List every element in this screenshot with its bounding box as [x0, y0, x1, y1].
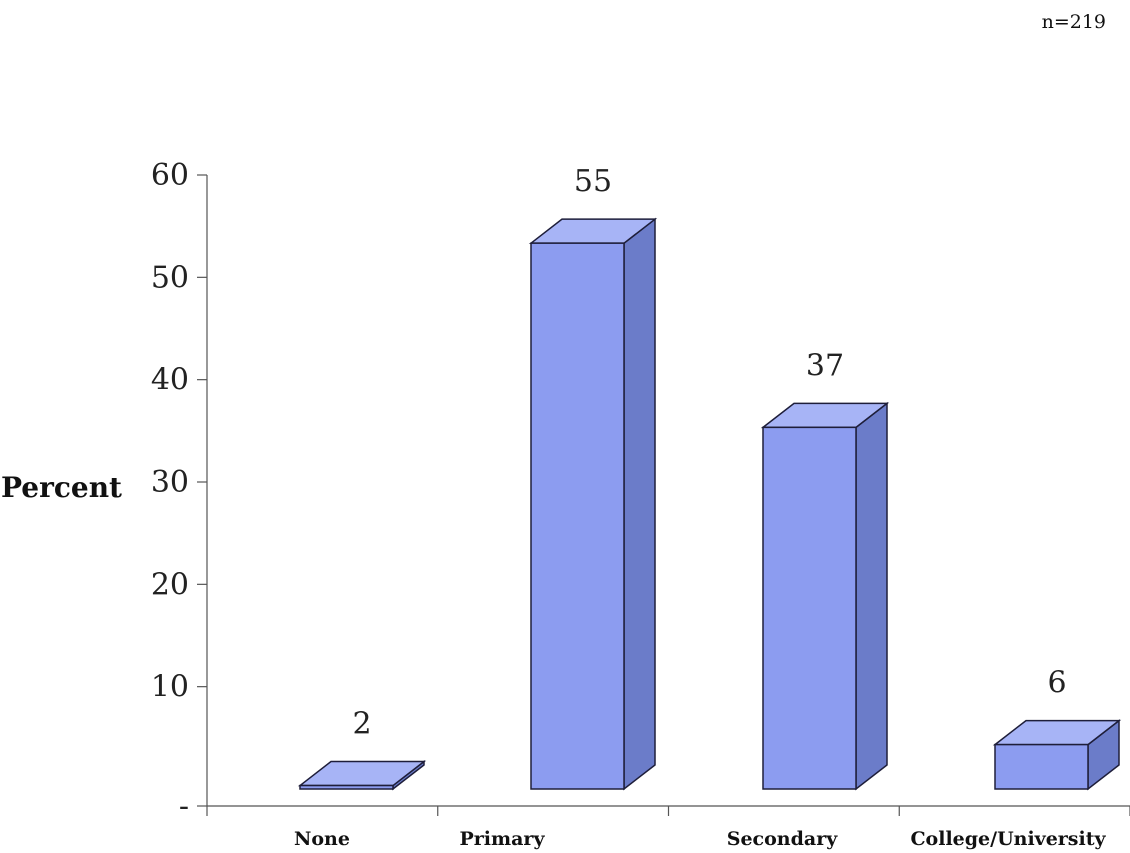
y-tick-label: 60: [151, 158, 189, 193]
y-tick-label: 30: [151, 465, 189, 500]
bar-side-face: [623, 217, 656, 791]
bar: 37: [760, 348, 890, 791]
bar-front-face: [299, 784, 394, 790]
bar-front-face: [762, 426, 857, 790]
x-category-label: Primary: [460, 828, 546, 850]
y-tick-label: -: [179, 789, 189, 824]
y-tick-label: 40: [151, 363, 189, 398]
bars: 2 55 37 6: [297, 164, 1122, 791]
x-category-label: Secondary: [727, 828, 838, 850]
bar-top-face: [297, 760, 427, 787]
y-tick-label: 50: [151, 260, 189, 295]
data-label: 2: [352, 707, 371, 742]
bar: 55: [528, 164, 658, 791]
bar: 2: [297, 707, 427, 791]
data-label: 6: [1047, 666, 1066, 701]
bar: 6: [992, 666, 1122, 791]
y-tick-label: 10: [151, 670, 189, 705]
bar-side-face: [855, 401, 888, 791]
bar-front-face: [994, 743, 1089, 790]
y-tick-label: 20: [151, 567, 189, 602]
x-category-label: College/University: [910, 828, 1106, 850]
data-label: 37: [806, 348, 844, 383]
x-category-label: None: [294, 828, 350, 850]
data-label: 55: [574, 164, 612, 199]
bar-front-face: [530, 242, 625, 790]
y-axis-label: Percent: [1, 471, 122, 504]
x-axis: None Primary Secondary College/University: [206, 805, 1130, 850]
sample-size-note: n=219: [1042, 11, 1106, 33]
y-axis: - 10 20 30 40 50 60: [151, 158, 208, 824]
